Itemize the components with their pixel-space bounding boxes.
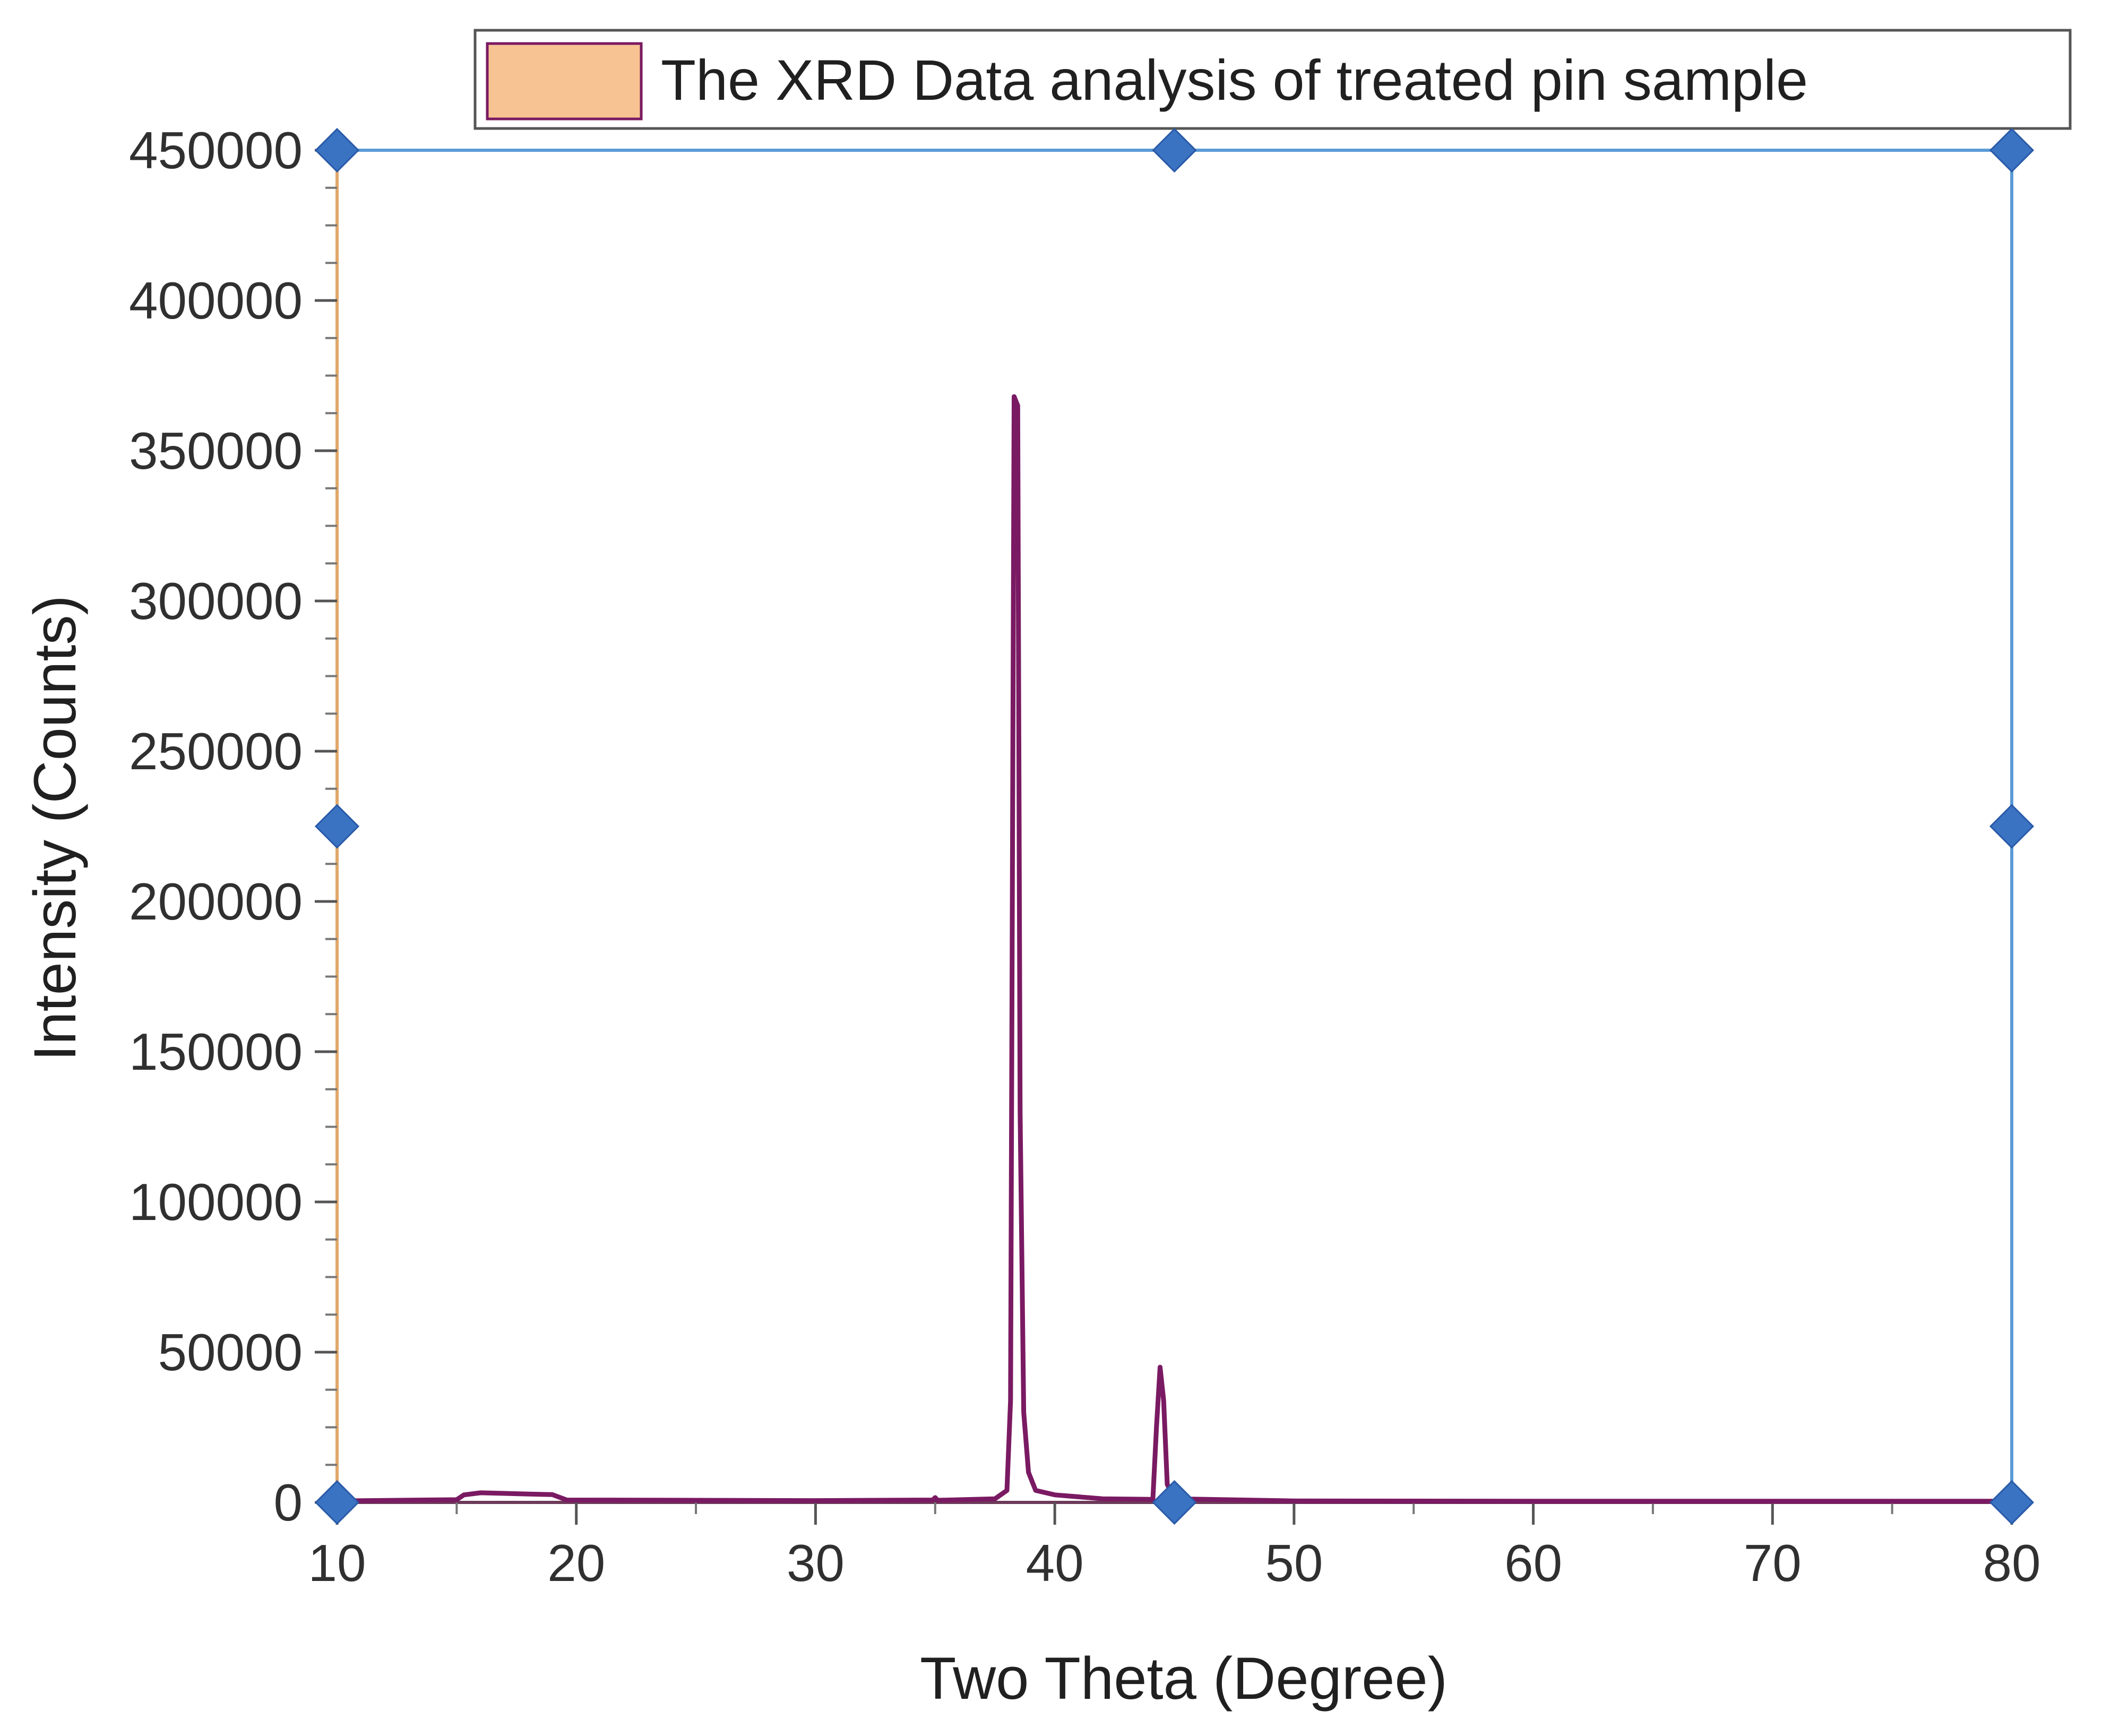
- legend-swatch: [486, 42, 643, 121]
- x-tick-label: 60: [1504, 1534, 1562, 1592]
- y-tick-label: 350000: [129, 422, 303, 480]
- y-axis: 0 50000 100000 150000 200000 250000 300000 3500…: [129, 121, 337, 1532]
- selection-handle: [314, 127, 360, 173]
- selection-handles: [314, 127, 2035, 1525]
- x-tick-label: 50: [1265, 1534, 1323, 1592]
- series-line: [337, 394, 2012, 1504]
- y-tick-label: 200000: [129, 872, 303, 931]
- selection-handle: [314, 804, 360, 849]
- selection-handle: [1989, 127, 2035, 173]
- series-group: [337, 394, 2012, 1504]
- plot-frame: [335, 149, 2013, 1504]
- x-tick-label: 30: [787, 1534, 845, 1592]
- y-tick-label: 150000: [129, 1022, 303, 1081]
- x-tick-label: 70: [1744, 1534, 1802, 1592]
- selection-handle: [1989, 804, 2035, 849]
- selection-handle: [1989, 1480, 2035, 1525]
- y-axis-title: Intensity (Counts): [22, 595, 88, 1061]
- legend-box: [473, 29, 2072, 130]
- x-tick-label: 80: [1983, 1534, 2040, 1592]
- y-tick-label: 250000: [129, 722, 303, 780]
- selection-handle: [314, 1480, 360, 1525]
- y-tick-label: 300000: [129, 572, 303, 630]
- x-axis: 10 20 30 40 50 60 70 80: [308, 1502, 2041, 1592]
- y-tick-label: 0: [273, 1473, 303, 1532]
- selection-handle: [1152, 127, 1197, 173]
- x-tick-label: 20: [547, 1534, 605, 1592]
- legend: The XRD Data analysis of treated pin sam…: [473, 29, 2072, 130]
- selection-handle: [1152, 1480, 1197, 1525]
- x-axis-title: Two Theta (Degree): [920, 1645, 1448, 1712]
- y-tick-label: 100000: [129, 1173, 303, 1231]
- x-tick-label: 40: [1026, 1534, 1084, 1592]
- y-tick-label: 450000: [129, 121, 303, 179]
- y-tick-label: 50000: [158, 1323, 303, 1381]
- x-tick-label: 10: [308, 1534, 366, 1592]
- legend-label: The XRD Data analysis of treated pin sam…: [661, 48, 1808, 112]
- y-tick-label: 400000: [129, 271, 303, 330]
